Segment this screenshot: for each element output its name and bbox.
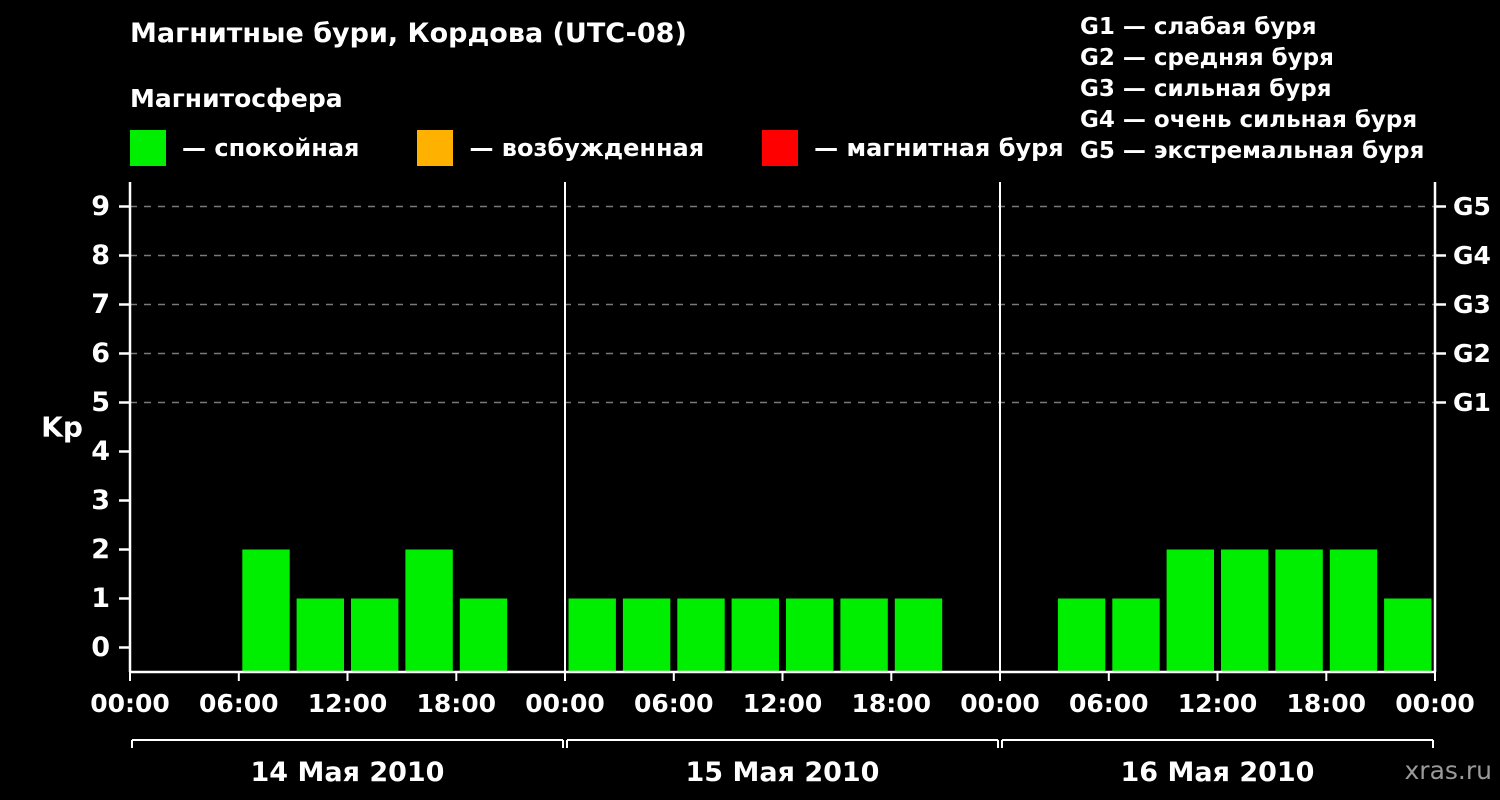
y-tick-label: 1 (91, 583, 110, 614)
magnetosphere-legend: — спокойная — возбужденная — магнитная б… (130, 130, 1064, 166)
legend-item-storm: — магнитная буря (762, 130, 1064, 166)
storm-scale-g2: G2 — средняя буря (1080, 45, 1334, 71)
y-axis-label: Kp (41, 411, 83, 444)
kp-bar (1221, 549, 1269, 672)
kp-bar (731, 598, 779, 672)
y-tick-label: 4 (91, 436, 110, 467)
kp-bar (1329, 549, 1378, 672)
kp-bar (459, 598, 508, 672)
y-tick-label: 5 (91, 387, 110, 418)
legend-item-quiet: — спокойная (130, 130, 359, 166)
kp-bar (568, 598, 616, 672)
g-scale-label: G3 (1453, 290, 1491, 319)
x-tick-label: 06:00 (199, 689, 279, 718)
storm-scale-g3: G3 — сильная буря (1080, 76, 1332, 102)
date-label: 14 Мая 2010 (251, 757, 445, 788)
x-tick-label: 12:00 (743, 689, 823, 718)
y-tick-label: 6 (91, 338, 110, 369)
g-scale-label: G4 (1453, 241, 1491, 270)
kp-bar (894, 598, 943, 672)
legend-item-excited: — возбужденная (417, 130, 704, 166)
x-tick-label: 00:00 (960, 689, 1040, 718)
storm-scale-legend: G1 — слабая буря G2 — средняя буря G3 — … (1080, 12, 1424, 167)
magnetosphere-label: Магнитосфера (130, 84, 343, 113)
y-tick-label: 9 (91, 191, 110, 222)
legend-label-quiet: — спокойная (182, 134, 360, 162)
legend-label-storm: — магнитная буря (814, 134, 1064, 162)
excited-color-swatch (417, 130, 454, 166)
storm-scale-g4: G4 — очень сильная буря (1080, 107, 1418, 133)
kp-bar (242, 549, 290, 672)
kp-bar (1166, 549, 1214, 672)
storm-scale-g1: G1 — слабая буря (1080, 14, 1317, 40)
x-tick-label: 12:00 (308, 689, 388, 718)
kp-bar (1275, 549, 1323, 672)
date-label: 15 Мая 2010 (686, 757, 880, 788)
storm-color-swatch (762, 130, 799, 166)
kp-bar (1112, 598, 1160, 672)
y-tick-label: 7 (91, 289, 110, 320)
x-tick-label: 00:00 (1395, 689, 1475, 718)
x-tick-label: 18:00 (1287, 689, 1367, 718)
x-tick-label: 18:00 (852, 689, 932, 718)
date-label: 16 Мая 2010 (1121, 757, 1315, 788)
kp-bar (1384, 598, 1432, 672)
watermark: xras.ru (1404, 756, 1493, 785)
legend-label-excited: — возбужденная (469, 134, 705, 162)
y-tick-label: 2 (91, 534, 110, 565)
kp-bar (622, 598, 671, 672)
g-scale-label: G1 (1453, 388, 1491, 417)
kp-bar (1057, 598, 1106, 672)
kp-bar (840, 598, 888, 672)
y-tick-label: 0 (91, 632, 110, 663)
kp-bar (296, 598, 344, 672)
x-tick-label: 06:00 (1069, 689, 1149, 718)
g-scale-label: G5 (1453, 192, 1491, 221)
x-tick-label: 00:00 (90, 689, 170, 718)
kp-bar (351, 598, 399, 672)
g-scale-label: G2 (1453, 339, 1491, 368)
x-tick-label: 12:00 (1178, 689, 1258, 718)
storm-scale-g5: G5 — экстремальная буря (1080, 138, 1425, 164)
y-tick-label: 8 (91, 240, 110, 271)
x-tick-label: 06:00 (634, 689, 714, 718)
quiet-color-swatch (130, 130, 166, 166)
x-tick-label: 18:00 (417, 689, 497, 718)
kp-bar (405, 549, 453, 672)
kp-bar (786, 598, 834, 672)
kp-bar (677, 598, 725, 672)
y-tick-label: 3 (91, 485, 110, 516)
page-title: Магнитные бури, Кордова (UTC-08) (130, 18, 687, 49)
x-tick-label: 00:00 (525, 689, 605, 718)
